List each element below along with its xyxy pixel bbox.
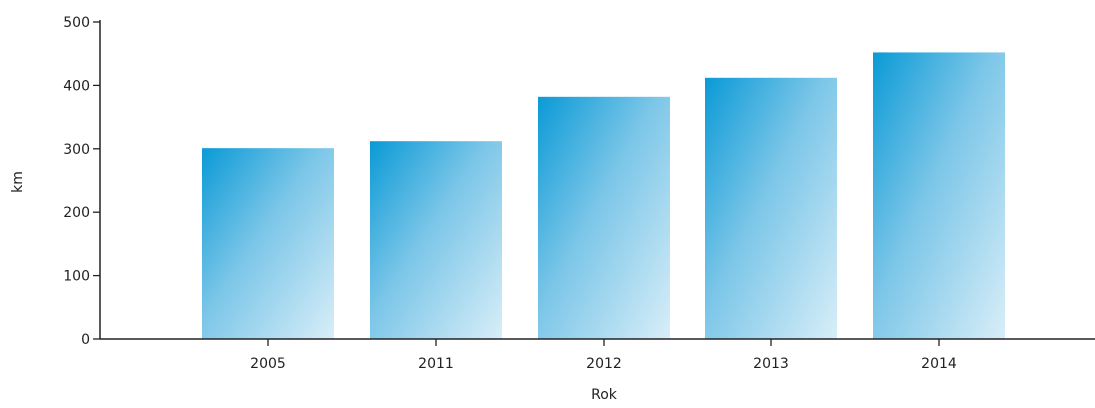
axes-layer: [99, 20, 1095, 340]
bar-2012: [538, 96, 670, 339]
x-tick-label: 2011: [418, 356, 454, 372]
x-tick-label: 2014: [921, 356, 957, 372]
y-tick-label: 0: [81, 332, 90, 348]
y-axis-title: km: [10, 171, 26, 193]
y-tick-label: 100: [63, 269, 90, 285]
x-tick-label: 2012: [586, 356, 622, 372]
bar-2013: [705, 77, 837, 340]
x-axis-title: Rok: [591, 387, 618, 403]
x-tick-label: 2005: [250, 356, 286, 372]
y-tick-label: 200: [63, 205, 90, 221]
bar-2014: [873, 52, 1005, 339]
x-tick-label: 2013: [753, 356, 789, 372]
y-tick-label: 500: [63, 15, 90, 31]
y-ticks: 0 100 200 300 400 500: [63, 15, 100, 348]
bar-2011: [370, 141, 502, 339]
bars-layer: [202, 52, 1005, 340]
bar-2005: [202, 148, 334, 339]
y-tick-label: 400: [63, 78, 90, 94]
y-tick-label: 300: [63, 142, 90, 158]
x-ticks: 2005 2011 2012 2013 2014: [250, 339, 957, 372]
